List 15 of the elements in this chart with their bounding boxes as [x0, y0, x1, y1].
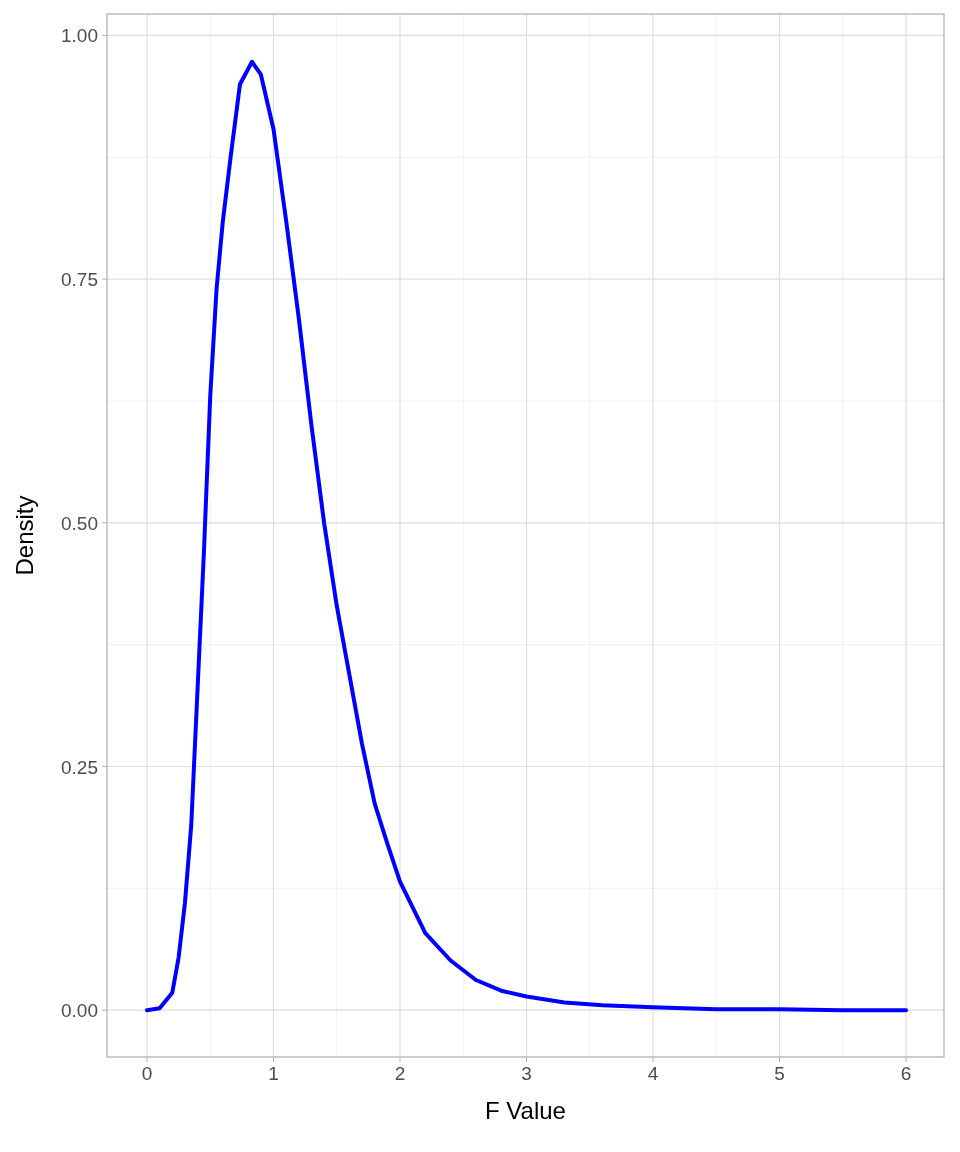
x-tick-label: 0: [141, 1063, 153, 1084]
y-tick-label: 0.00: [61, 1000, 98, 1022]
x-tick-label: 5: [774, 1063, 785, 1084]
y-tick-label: 1.00: [61, 25, 98, 47]
x-tick-label: 1: [268, 1063, 279, 1084]
y-tick-label: 0.25: [61, 756, 98, 778]
x-tick-label: 4: [647, 1063, 659, 1084]
x-tick-label: 6: [900, 1063, 912, 1084]
x-tick-label: 2: [394, 1063, 406, 1084]
x-axis-title: F Value: [485, 1097, 566, 1124]
y-tick-label: 0.50: [61, 512, 98, 534]
x-tick-label: 3: [521, 1063, 532, 1084]
line-series: [144, 59, 909, 1013]
y-tick-label: 0.75: [61, 269, 98, 291]
y-axis-title: Density: [11, 495, 38, 576]
